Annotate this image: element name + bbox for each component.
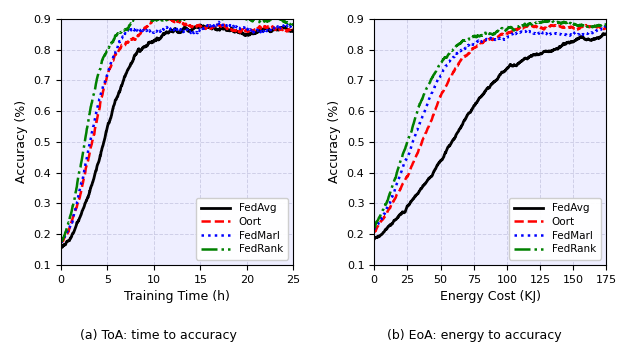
FedAvg [552, 48, 559, 52]
Oort [81, 172, 88, 176]
FedMarl [215, 20, 222, 24]
FedRank [58, 240, 65, 244]
FedMarl [151, 30, 159, 34]
FedAvg [243, 33, 251, 37]
FedRank [603, 23, 611, 27]
Text: (b) EoA: energy to accuracy: (b) EoA: energy to accuracy [387, 329, 561, 342]
FedMarl [394, 179, 402, 183]
FedRank [159, 18, 167, 22]
FedMarl [370, 227, 378, 231]
FedMarl [243, 27, 250, 31]
FedAvg [152, 38, 159, 42]
FedAvg [197, 23, 204, 27]
Oort [58, 240, 65, 244]
Oort [394, 190, 402, 195]
FedRank [548, 18, 556, 22]
Oort [590, 23, 597, 27]
FedMarl [465, 43, 472, 48]
FedMarl [602, 24, 609, 28]
Oort [243, 28, 251, 32]
Oort [530, 25, 537, 29]
Line: FedAvg: FedAvg [374, 34, 607, 239]
Y-axis label: Accuracy (%): Accuracy (%) [328, 100, 341, 183]
FedRank [217, 14, 224, 18]
FedMarl [552, 31, 559, 36]
FedAvg [465, 112, 472, 116]
FedAvg [289, 29, 297, 33]
Oort [58, 240, 65, 244]
Line: FedAvg: FedAvg [61, 25, 293, 247]
Oort [289, 26, 297, 30]
FedMarl [239, 27, 246, 31]
FedMarl [217, 22, 224, 26]
Oort [217, 25, 225, 29]
Oort [556, 24, 563, 28]
FedMarl [556, 32, 563, 36]
FedAvg [81, 201, 88, 206]
Line: FedMarl: FedMarl [374, 26, 607, 229]
Line: FedRank: FedRank [61, 16, 293, 242]
FedMarl [603, 25, 611, 29]
Oort [160, 15, 167, 19]
FedRank [370, 225, 378, 229]
FedAvg [217, 26, 225, 30]
Line: FedMarl: FedMarl [61, 22, 293, 242]
FedRank [394, 167, 402, 171]
FedAvg [58, 245, 66, 249]
Oort [552, 24, 559, 28]
FedAvg [394, 215, 402, 220]
Oort [160, 15, 167, 19]
Oort [239, 28, 246, 32]
FedRank [473, 35, 480, 39]
FedAvg [530, 52, 537, 56]
FedRank [530, 21, 537, 25]
Text: (a) ToA: time to accuracy: (a) ToA: time to accuracy [80, 329, 236, 342]
FedAvg [556, 45, 563, 49]
FedMarl [530, 31, 537, 36]
Oort [465, 52, 472, 56]
Oort [473, 45, 480, 49]
FedRank [465, 37, 472, 41]
FedRank [151, 17, 159, 21]
FedRank [552, 20, 559, 24]
FedRank [289, 23, 297, 27]
FedAvg [58, 245, 65, 249]
FedMarl [58, 240, 65, 245]
FedRank [556, 21, 564, 25]
FedMarl [289, 25, 297, 29]
Legend: FedAvg, Oort, FedMarl, FedRank: FedAvg, Oort, FedMarl, FedRank [509, 198, 601, 260]
FedRank [184, 14, 191, 18]
FedAvg [160, 32, 167, 36]
FedMarl [473, 41, 480, 45]
FedAvg [473, 101, 480, 105]
FedAvg [239, 32, 246, 36]
FedRank [243, 17, 250, 21]
Oort [152, 16, 159, 20]
FedRank [81, 140, 88, 144]
FedMarl [81, 167, 88, 171]
FedRank [239, 16, 246, 20]
Oort [603, 26, 611, 30]
FedMarl [159, 27, 167, 31]
Line: Oort: Oort [374, 25, 607, 232]
FedAvg [603, 32, 611, 36]
Legend: FedAvg, Oort, FedMarl, FedRank: FedAvg, Oort, FedMarl, FedRank [196, 198, 288, 260]
Oort [370, 230, 378, 234]
Y-axis label: Accuracy (%): Accuracy (%) [15, 100, 28, 183]
FedAvg [370, 237, 378, 241]
X-axis label: Training Time (h): Training Time (h) [125, 290, 230, 303]
Line: FedRank: FedRank [374, 20, 607, 227]
Line: Oort: Oort [61, 17, 293, 242]
X-axis label: Energy Cost (KJ): Energy Cost (KJ) [440, 290, 541, 303]
